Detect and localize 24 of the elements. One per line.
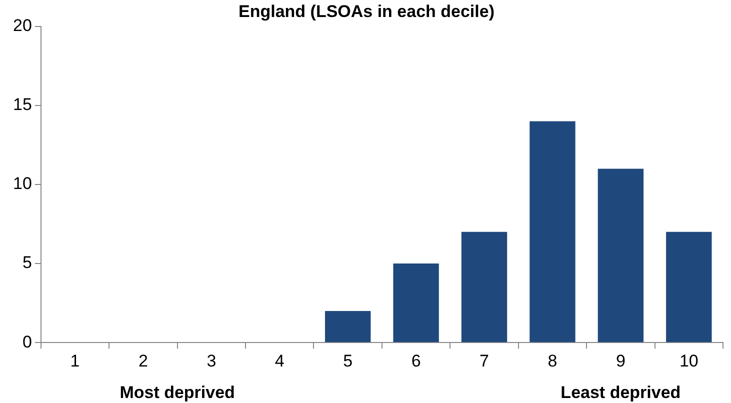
x-tick-label: 10 [679,351,698,370]
y-tick-label: 10 [12,174,32,194]
x-tick-label: 8 [548,351,558,370]
y-tick-label: 20 [12,16,32,36]
text: Least deprived [560,383,681,402]
y-tick-label: 15 [12,95,32,114]
x-tick-label: 5 [343,351,353,370]
bar [461,232,508,342]
x-tick-label: 7 [480,351,490,370]
bar [530,121,576,342]
x-tick-label: 2 [138,351,148,370]
x-tick-label: 9 [616,351,626,370]
chart-title: England (LSOAs in each decile) [238,2,494,21]
x-tick-label: 4 [274,351,284,370]
x-tick-label: 1 [70,351,80,370]
x-tick-label: 6 [411,351,421,370]
bar [666,232,712,342]
bar [393,264,439,342]
x-tick-label: 3 [206,351,216,370]
y-tick-label: 0 [22,332,32,352]
text: Most deprived [120,383,235,402]
bar [598,168,644,342]
bar [325,310,371,342]
y-tick-label: 5 [22,253,32,272]
